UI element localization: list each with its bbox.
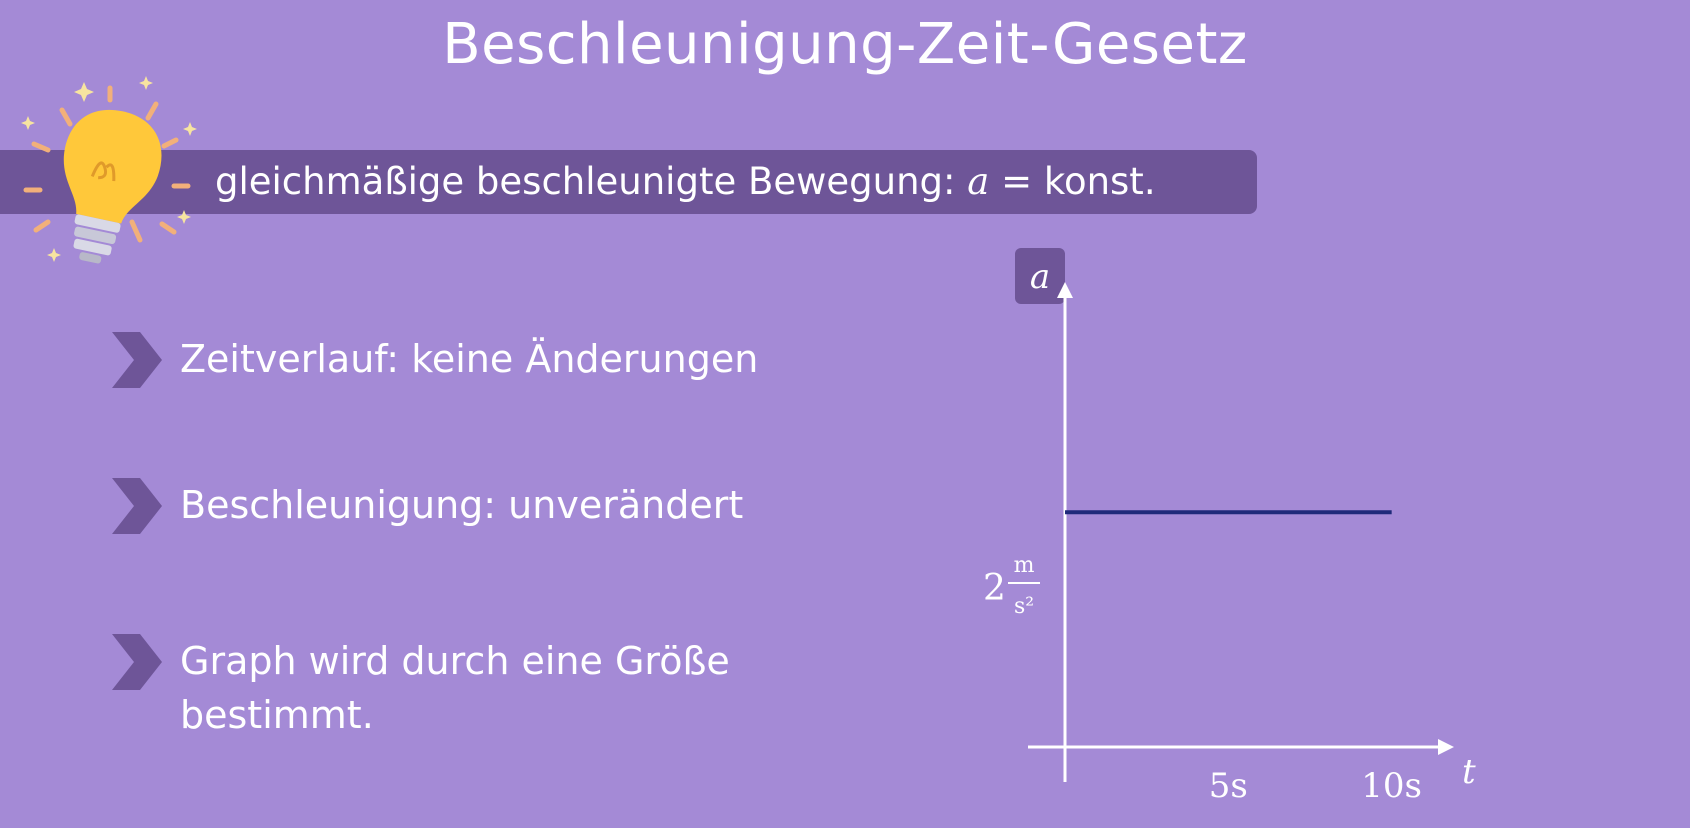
list-item-text: Graph wird durch eine Größe bestimmt.	[180, 639, 730, 737]
definition-text: gleichmäßige beschleunigte Bewegung: a =…	[215, 150, 1156, 214]
chevron-right-icon	[112, 332, 162, 388]
x-axis-label: t	[1462, 752, 1476, 792]
chevron-right-icon	[112, 634, 162, 690]
list-item-text: Beschleunigung: unverändert	[180, 483, 744, 527]
y-tick-unit-num: m	[1014, 553, 1035, 578]
x-tick-label: 10s	[1361, 766, 1422, 806]
y-tick-unit-den: s²	[1014, 594, 1034, 619]
list-item-text: Zeitverlauf: keine Änderungen	[180, 337, 759, 381]
definition-rest: = konst.	[989, 160, 1156, 203]
y-tick-label: 2 m s²	[983, 553, 1040, 619]
chevron-right-icon	[112, 478, 162, 534]
page-title: Beschleunigung-Zeit-Gesetz	[442, 12, 1248, 77]
y-tick-value: 2	[983, 568, 1006, 609]
y-axis-label: a	[1030, 257, 1050, 297]
x-tick-label: 5s	[1209, 766, 1248, 806]
x-axis-arrow	[1438, 739, 1454, 755]
definition-banner: gleichmäßige beschleunigte Bewegung: a =…	[0, 150, 1257, 214]
definition-label: gleichmäßige beschleunigte Bewegung:	[215, 160, 968, 203]
y-axis-arrow	[1057, 282, 1073, 298]
definition-variable: a	[967, 160, 990, 203]
lightbulb-icon	[21, 76, 197, 264]
y-axis-label-box	[1015, 248, 1065, 304]
